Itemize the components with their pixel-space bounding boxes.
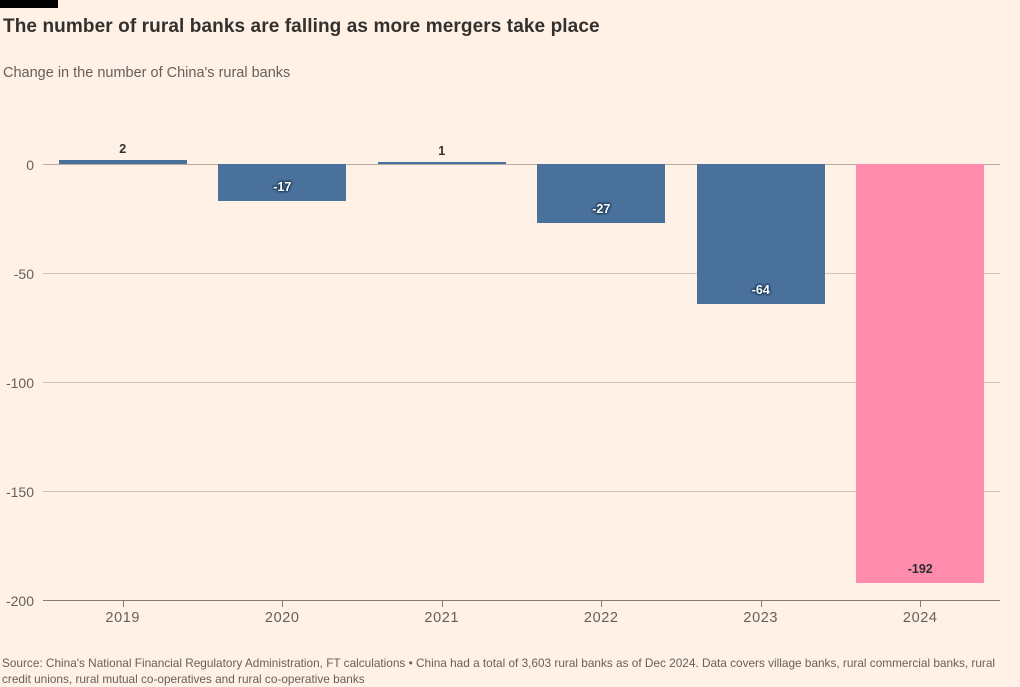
x-axis-tick <box>282 601 284 607</box>
y-tick-label: -100 <box>5 375 34 391</box>
chart-title: The number of rural banks are falling as… <box>3 16 600 37</box>
bar-2024 <box>856 164 985 583</box>
bar-value-label: -17 <box>273 180 292 195</box>
bar-2020 <box>218 164 347 202</box>
source-note: Source: China's National Financial Regul… <box>2 656 996 686</box>
x-tick-label: 2020 <box>264 610 300 626</box>
gridline--50 <box>43 273 1000 274</box>
x-axis-tick <box>920 601 922 607</box>
y-tick-label: -200 <box>5 593 34 609</box>
bar-2023 <box>696 164 825 304</box>
bar-value-label: 1 <box>438 143 446 158</box>
gridline--150 <box>43 491 1000 492</box>
chart-subtitle: Change in the number of China's rural ba… <box>3 65 291 81</box>
x-tick-label: 2022 <box>583 610 619 626</box>
bar-2022 <box>537 164 666 223</box>
x-axis-line <box>43 600 1000 601</box>
x-axis-tick <box>760 601 762 607</box>
x-axis-tick <box>601 601 603 607</box>
y-tick-label: 0 <box>26 157 34 173</box>
bar-value-label: -192 <box>907 561 933 576</box>
x-tick-label: 2024 <box>902 610 938 626</box>
x-tick-label: 2023 <box>743 610 779 626</box>
bar-2019 <box>58 159 187 164</box>
ft-brand-bar <box>0 0 58 8</box>
x-axis-tick <box>441 601 443 607</box>
y-tick-label: -150 <box>5 484 34 500</box>
bar-value-label: -64 <box>751 282 770 297</box>
y-tick-label: -50 <box>13 266 34 282</box>
bar-value-label: 2 <box>119 141 127 156</box>
gridline--100 <box>43 382 1000 383</box>
bar-value-label: -27 <box>592 201 611 216</box>
gridline-0 <box>43 164 1000 165</box>
bar-2021 <box>377 161 506 164</box>
x-tick-label: 2019 <box>105 610 141 626</box>
x-tick-label: 2021 <box>424 610 460 626</box>
x-axis-tick <box>122 601 124 607</box>
